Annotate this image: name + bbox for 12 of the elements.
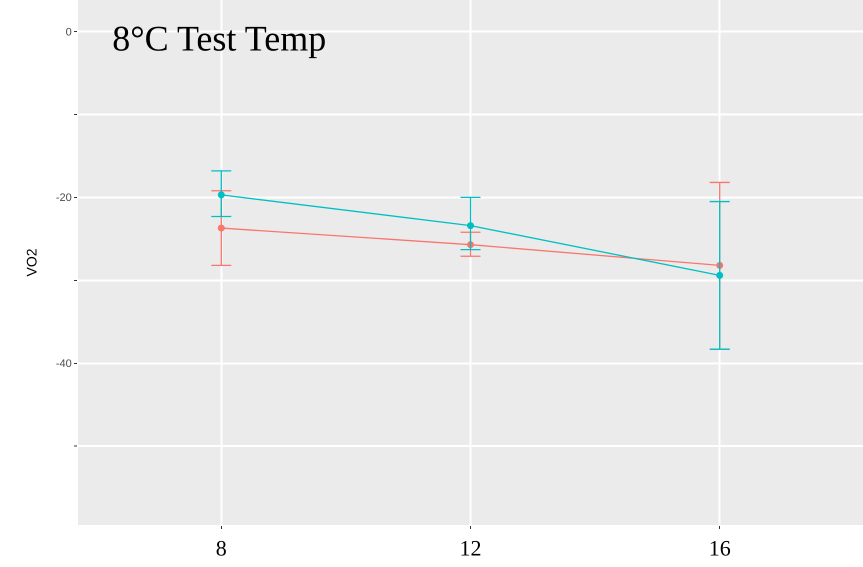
point [218,224,225,232]
text: 8°C Test Temp [112,18,326,59]
x-tick-label: 8 [216,535,227,560]
point [218,191,225,198]
point [716,272,724,279]
point [467,222,474,230]
y-axis-title: VO2 [23,248,40,277]
y-tick-label: 0 [66,26,72,38]
y-tick-label: -20 [56,192,72,204]
y-tick-label: -40 [56,358,72,370]
x-tick-label: 16 [708,535,731,560]
x-tick-label: 12 [460,535,482,560]
